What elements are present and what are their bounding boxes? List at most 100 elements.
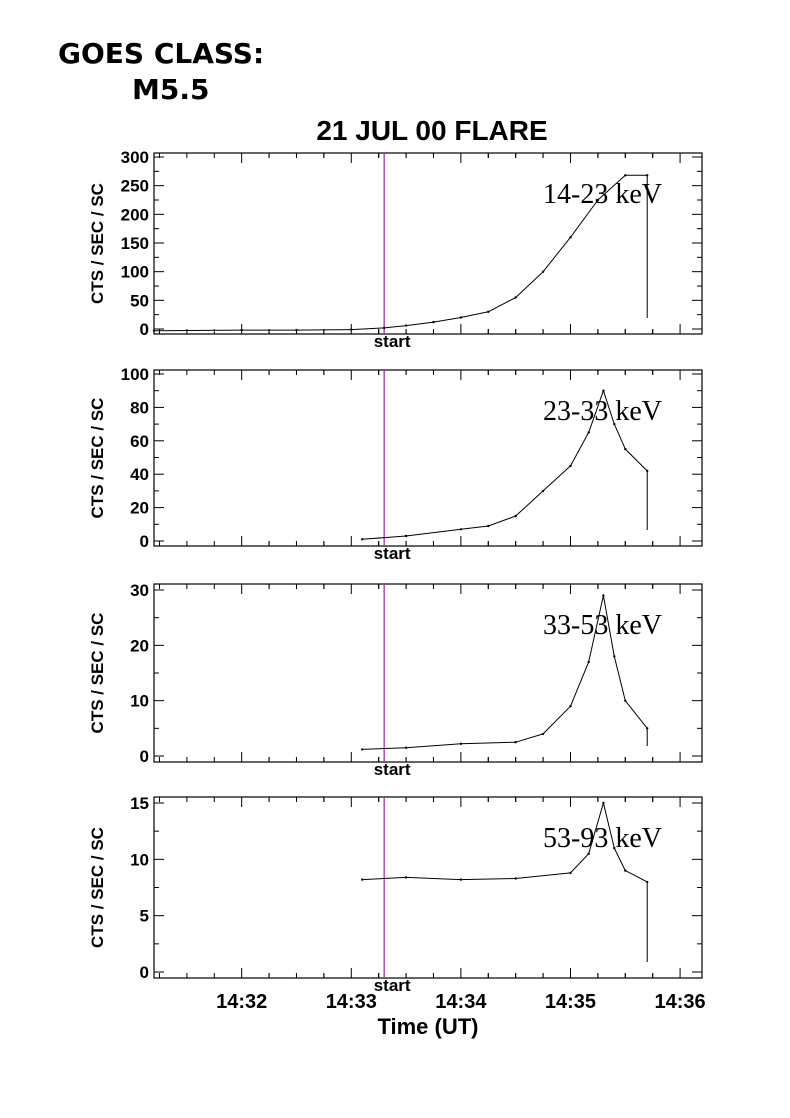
y-tick-label: 0 bbox=[140, 320, 149, 339]
energy-band-label: 14-23 keV bbox=[543, 179, 662, 210]
start-marker-label: start bbox=[374, 332, 411, 351]
panel-1: 0 50 100 150 200 250 300 CTS / SEC / SC start 14-… bbox=[88, 148, 703, 351]
y-tick-label: 5 bbox=[140, 907, 149, 926]
data-point bbox=[541, 732, 545, 736]
trace-segment bbox=[460, 741, 516, 745]
data-point bbox=[487, 310, 490, 313]
panel-4: 0 5 10 15 CTS / SEC / SC start 53-93 keV bbox=[88, 794, 703, 995]
x-tick-label: 14:35 bbox=[545, 991, 596, 1013]
y-tick-label: 10 bbox=[130, 692, 149, 711]
trace-segment bbox=[570, 199, 599, 238]
data-point bbox=[602, 801, 605, 805]
trace-segment bbox=[602, 390, 615, 425]
data-point bbox=[646, 174, 649, 177]
start-marker-label: start bbox=[374, 544, 411, 563]
y-tick-label: 50 bbox=[130, 291, 149, 310]
y-tick-label: 60 bbox=[130, 432, 149, 451]
y-tick-label: 10 bbox=[130, 850, 149, 869]
y-axis-label: CTS / SEC / SC bbox=[88, 398, 107, 519]
x-axis-label: Time (UT) bbox=[377, 1014, 478, 1039]
trace-segment bbox=[542, 465, 571, 492]
trace-segment bbox=[613, 847, 626, 871]
data-point bbox=[487, 524, 490, 528]
goes-class-label: GOES CLASS: M5.5 bbox=[58, 36, 264, 108]
y-tick-label: 200 bbox=[121, 205, 149, 224]
trace-segment bbox=[542, 705, 571, 735]
trace-segment bbox=[406, 528, 461, 537]
y-axis-label: CTS / SEC / SC bbox=[88, 613, 107, 734]
data-point bbox=[432, 320, 435, 324]
x-tick-label: 14:32 bbox=[216, 991, 267, 1013]
panel-3: 0 10 20 30 CTS / SEC / SC start 33-53 keV bbox=[88, 581, 703, 779]
trace-segment bbox=[406, 876, 461, 881]
trace-segment bbox=[362, 876, 407, 881]
x-tick-label: 14:33 bbox=[326, 991, 377, 1013]
data-point bbox=[646, 727, 649, 730]
y-tick-label: 300 bbox=[121, 148, 149, 167]
data-point bbox=[514, 877, 517, 880]
trace-segment bbox=[570, 432, 590, 467]
y-tick-label: 250 bbox=[121, 177, 149, 196]
energy-band-label: 33-53 keV bbox=[543, 610, 662, 641]
y-tick-label: 0 bbox=[140, 532, 149, 551]
trace-segment bbox=[460, 525, 489, 530]
trace-segment bbox=[613, 423, 626, 450]
data-point bbox=[459, 742, 463, 745]
x-tick-label: 14:34 bbox=[435, 991, 487, 1013]
start-marker-label: start bbox=[374, 976, 411, 995]
trace-segment bbox=[362, 747, 407, 750]
y-tick-label: 100 bbox=[121, 263, 149, 282]
trace-segment bbox=[542, 236, 571, 273]
data-point bbox=[541, 270, 545, 273]
data-point bbox=[404, 876, 408, 879]
trace-segment bbox=[625, 870, 648, 883]
data-point bbox=[613, 422, 616, 426]
data-point bbox=[569, 871, 572, 875]
trace-segment bbox=[588, 595, 604, 663]
data-point bbox=[569, 705, 572, 708]
data-point bbox=[404, 324, 408, 327]
data-point bbox=[459, 528, 463, 531]
y-tick-label: 100 bbox=[121, 365, 149, 384]
trace-segment bbox=[588, 390, 604, 433]
data-point bbox=[613, 655, 616, 658]
y-axis-label: CTS / SEC / SC bbox=[88, 183, 107, 304]
goes-class-line1: GOES CLASS: bbox=[58, 37, 265, 70]
data-point bbox=[240, 328, 243, 332]
data-point bbox=[361, 748, 364, 751]
data-point bbox=[514, 741, 517, 744]
y-tick-label: 0 bbox=[140, 747, 149, 766]
trace-segment bbox=[602, 802, 615, 849]
trace-segment bbox=[515, 271, 544, 298]
data-point bbox=[514, 296, 517, 299]
data-point bbox=[459, 316, 463, 319]
x-axis: 14:32 14:33 14:34 14:35 14:36 bbox=[216, 991, 706, 1013]
data-point bbox=[152, 329, 156, 332]
data-point bbox=[383, 326, 386, 330]
data-point bbox=[624, 447, 627, 451]
trace-segment bbox=[588, 802, 604, 854]
trace-segment bbox=[624, 448, 648, 472]
data-point bbox=[295, 328, 298, 332]
data-point bbox=[624, 869, 627, 872]
trace-segment bbox=[570, 853, 590, 874]
y-tick-label: 15 bbox=[130, 794, 149, 813]
data-point bbox=[569, 236, 572, 239]
data-point bbox=[361, 538, 364, 541]
energy-band-label: 53-93 keV bbox=[543, 823, 662, 854]
trace-segment bbox=[362, 535, 407, 540]
trace-segment bbox=[351, 327, 385, 331]
data-point bbox=[613, 846, 616, 850]
y-tick-label: 80 bbox=[130, 398, 149, 417]
data-point bbox=[602, 594, 605, 597]
data-point bbox=[541, 489, 545, 493]
trace-segment bbox=[488, 515, 516, 527]
trace-segment bbox=[597, 174, 626, 201]
x-tick-label: 14:36 bbox=[655, 991, 706, 1013]
data-point bbox=[587, 660, 590, 664]
data-point bbox=[587, 431, 590, 434]
trace-segment bbox=[433, 317, 461, 323]
goes-class-value: M5.5 bbox=[132, 73, 210, 106]
